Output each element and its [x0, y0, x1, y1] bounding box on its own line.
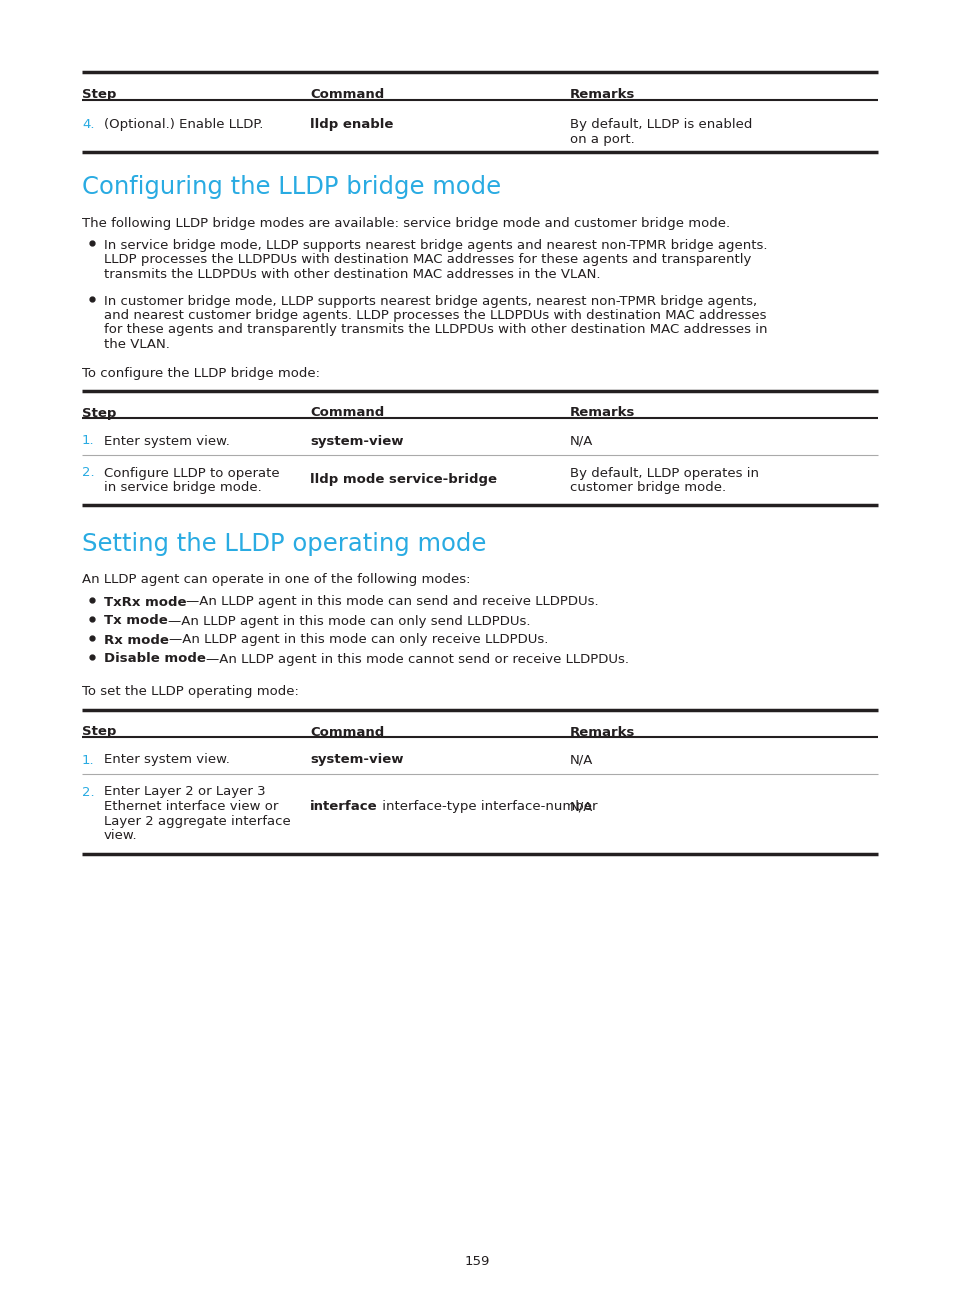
- Text: Rx mode: Rx mode: [104, 634, 169, 647]
- Text: Disable mode: Disable mode: [104, 652, 206, 666]
- Text: To set the LLDP operating mode:: To set the LLDP operating mode:: [82, 686, 298, 699]
- Text: Tx mode: Tx mode: [104, 614, 168, 627]
- Text: Ethernet interface view or: Ethernet interface view or: [104, 800, 278, 813]
- Text: Enter system view.: Enter system view.: [104, 753, 230, 766]
- Text: N/A: N/A: [569, 753, 593, 766]
- Text: and nearest customer bridge agents. LLDP processes the LLDPDUs with destination : and nearest customer bridge agents. LLDP…: [104, 308, 765, 321]
- Text: Step: Step: [82, 407, 116, 420]
- Text: —An LLDP agent in this mode can only send LLDPDUs.: —An LLDP agent in this mode can only sen…: [168, 614, 530, 627]
- Text: In service bridge mode, LLDP supports nearest bridge agents and nearest non-TPMR: In service bridge mode, LLDP supports ne…: [104, 238, 767, 251]
- Text: In customer bridge mode, LLDP supports nearest bridge agents, nearest non-TPMR b: In customer bridge mode, LLDP supports n…: [104, 294, 757, 307]
- Text: Remarks: Remarks: [569, 726, 635, 739]
- Text: lldp enable: lldp enable: [310, 118, 393, 131]
- Text: N/A: N/A: [569, 434, 593, 447]
- Text: Step: Step: [82, 726, 116, 739]
- Text: 2.: 2.: [82, 785, 94, 798]
- Text: customer bridge mode.: customer bridge mode.: [569, 481, 725, 494]
- Text: interface-type interface-number: interface-type interface-number: [377, 800, 597, 813]
- Text: lldp mode service-bridge: lldp mode service-bridge: [310, 473, 497, 486]
- Text: on a port.: on a port.: [569, 132, 634, 145]
- Text: 2.: 2.: [82, 467, 94, 480]
- Text: for these agents and transparently transmits the LLDPDUs with other destination : for these agents and transparently trans…: [104, 324, 767, 337]
- Text: 1.: 1.: [82, 753, 94, 766]
- Text: system-view: system-view: [310, 753, 403, 766]
- Text: 4.: 4.: [82, 118, 94, 131]
- Text: in service bridge mode.: in service bridge mode.: [104, 481, 261, 494]
- Text: LLDP processes the LLDPDUs with destination MAC addresses for these agents and t: LLDP processes the LLDPDUs with destinat…: [104, 254, 751, 267]
- Text: By default, LLDP is enabled: By default, LLDP is enabled: [569, 118, 752, 131]
- Text: view.: view.: [104, 829, 137, 842]
- Text: Remarks: Remarks: [569, 88, 635, 101]
- Text: By default, LLDP operates in: By default, LLDP operates in: [569, 467, 759, 480]
- Text: Enter Layer 2 or Layer 3: Enter Layer 2 or Layer 3: [104, 785, 265, 798]
- Text: system-view: system-view: [310, 434, 403, 447]
- Text: Enter system view.: Enter system view.: [104, 434, 230, 447]
- Text: Command: Command: [310, 88, 384, 101]
- Text: An LLDP agent can operate in one of the following modes:: An LLDP agent can operate in one of the …: [82, 574, 470, 587]
- Text: Layer 2 aggregate interface: Layer 2 aggregate interface: [104, 814, 291, 828]
- Text: Configuring the LLDP bridge mode: Configuring the LLDP bridge mode: [82, 175, 500, 200]
- Text: Step: Step: [82, 88, 116, 101]
- Text: TxRx mode: TxRx mode: [104, 595, 186, 609]
- Text: —An LLDP agent in this mode cannot send or receive LLDPDUs.: —An LLDP agent in this mode cannot send …: [206, 652, 628, 666]
- Text: Command: Command: [310, 726, 384, 739]
- Text: 1.: 1.: [82, 434, 94, 447]
- Text: (Optional.) Enable LLDP.: (Optional.) Enable LLDP.: [104, 118, 263, 131]
- Text: transmits the LLDPDUs with other destination MAC addresses in the VLAN.: transmits the LLDPDUs with other destina…: [104, 268, 599, 281]
- Text: Setting the LLDP operating mode: Setting the LLDP operating mode: [82, 531, 486, 556]
- Text: Configure LLDP to operate: Configure LLDP to operate: [104, 467, 279, 480]
- Text: —An LLDP agent in this mode can send and receive LLDPDUs.: —An LLDP agent in this mode can send and…: [186, 595, 598, 609]
- Text: —An LLDP agent in this mode can only receive LLDPDUs.: —An LLDP agent in this mode can only rec…: [169, 634, 548, 647]
- Text: the VLAN.: the VLAN.: [104, 338, 170, 351]
- Text: N/A: N/A: [569, 800, 593, 813]
- Text: The following LLDP bridge modes are available: service bridge mode and customer : The following LLDP bridge modes are avai…: [82, 216, 729, 229]
- Text: Remarks: Remarks: [569, 407, 635, 420]
- Text: Command: Command: [310, 407, 384, 420]
- Text: To configure the LLDP bridge mode:: To configure the LLDP bridge mode:: [82, 367, 319, 380]
- Text: 159: 159: [464, 1255, 489, 1267]
- Text: interface: interface: [310, 800, 377, 813]
